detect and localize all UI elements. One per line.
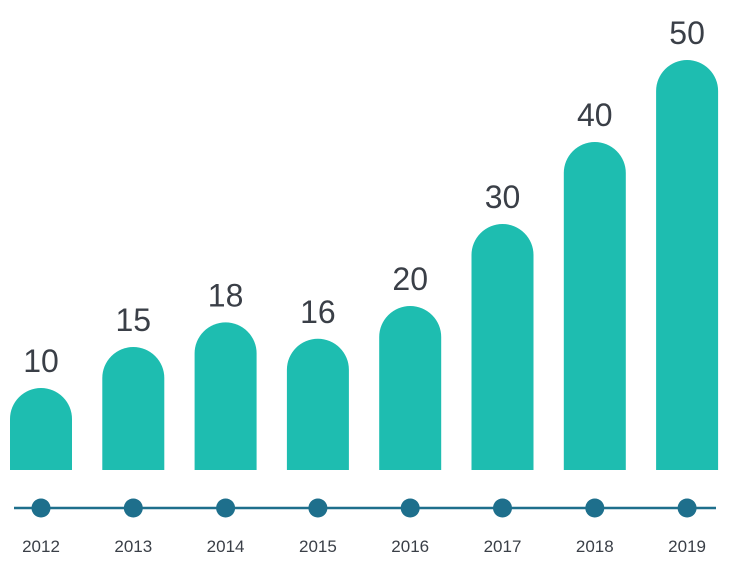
x-tick-label-2016: 2016 <box>391 537 429 556</box>
data-label-2015: 16 <box>300 294 336 330</box>
x-tick-label-2012: 2012 <box>22 537 60 556</box>
axis-marker-2013 <box>123 498 143 518</box>
x-tick-label-2017: 2017 <box>484 537 522 556</box>
bar-2016 <box>379 306 442 470</box>
axis-marker-2012 <box>31 498 51 518</box>
axis-marker-2016 <box>400 498 420 518</box>
bar-2012 <box>10 388 72 470</box>
bar-2015 <box>286 338 349 470</box>
x-tick-label-2018: 2018 <box>576 537 614 556</box>
bar-2017 <box>471 224 534 470</box>
bar-2014 <box>194 322 257 470</box>
x-tick-label-2014: 2014 <box>207 537 245 556</box>
x-tick-label-2013: 2013 <box>114 537 152 556</box>
data-label-2018: 40 <box>577 97 613 133</box>
bar-2013 <box>102 347 165 470</box>
axis-marker-2018 <box>585 498 605 518</box>
axis-marker-2017 <box>493 498 512 518</box>
axis-marker-2015 <box>308 498 328 518</box>
data-label-2016: 20 <box>392 261 428 297</box>
data-label-2019: 50 <box>669 15 705 51</box>
data-label-2012: 10 <box>23 343 59 379</box>
data-label-2014: 18 <box>208 277 244 313</box>
bar-2019 <box>656 59 719 470</box>
data-label-2013: 15 <box>116 302 152 338</box>
data-label-2017: 30 <box>485 179 521 215</box>
axis-marker-2014 <box>216 498 236 518</box>
axis-marker-2019 <box>677 498 697 518</box>
x-tick-label-2015: 2015 <box>299 537 337 556</box>
x-tick-label-2019: 2019 <box>668 537 706 556</box>
bar-2018 <box>563 142 626 470</box>
